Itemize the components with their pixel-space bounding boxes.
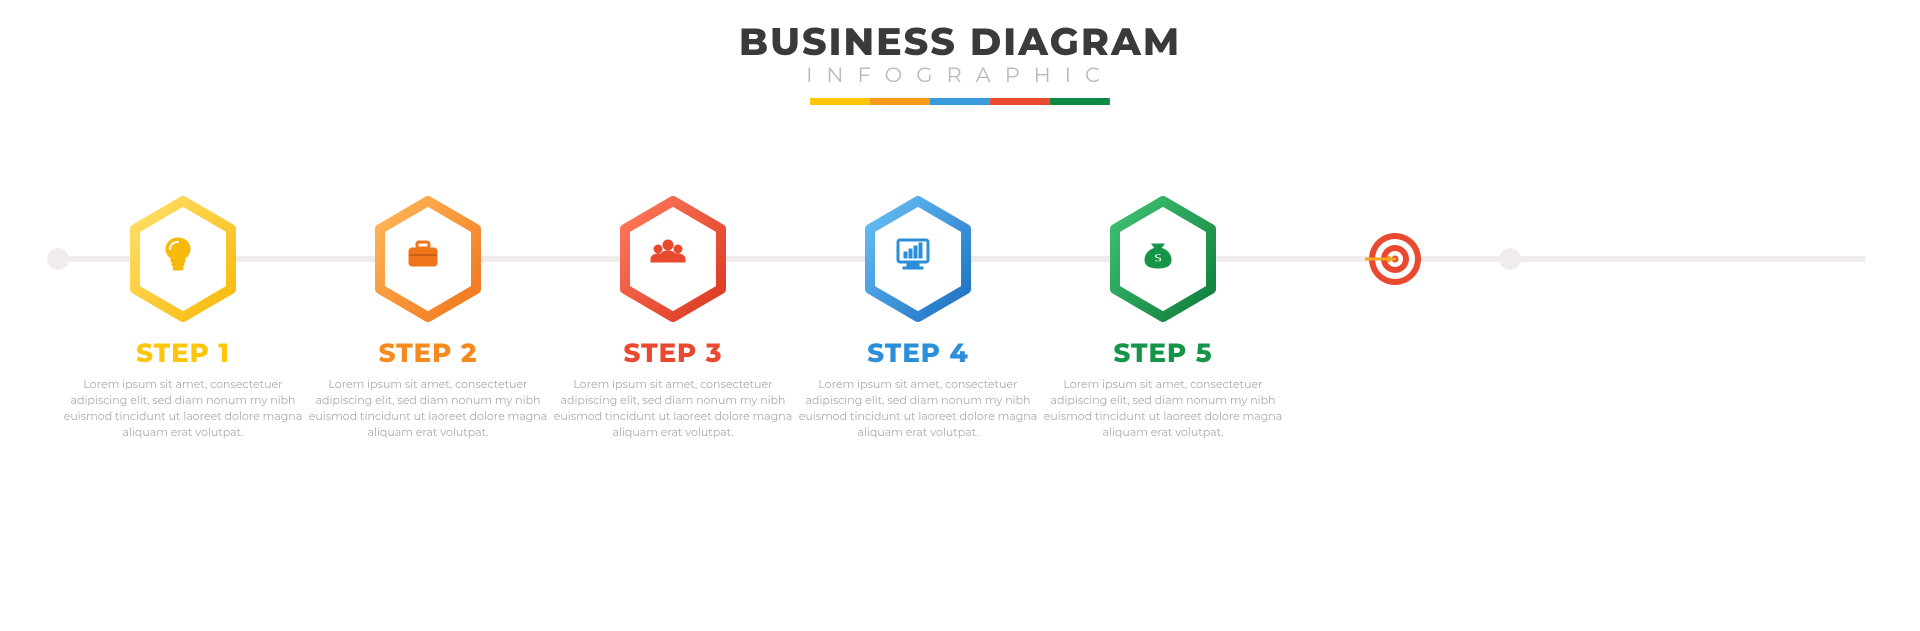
colorbar-seg-5 — [1050, 98, 1110, 105]
step-body: Lorem ipsum sit amet, consectetuer adipi… — [543, 377, 803, 441]
hexagon — [374, 199, 482, 319]
hexagon — [619, 199, 727, 319]
colorbar-seg-2 — [870, 98, 930, 105]
header: BUSINESS DIAGRAM INFOGRAPHIC — [739, 18, 1181, 105]
target-icon — [1365, 229, 1425, 289]
page-subtitle: INFOGRAPHIC — [739, 63, 1181, 88]
step-title: STEP 3 — [543, 337, 803, 369]
step-title: STEP 5 — [1033, 337, 1293, 369]
step-3: STEP 3 Lorem ipsum sit amet, consectetuer… — [543, 199, 803, 441]
step-title: STEP 4 — [788, 337, 1048, 369]
hexagon — [864, 199, 972, 319]
colorbar-seg-1 — [810, 98, 870, 105]
step-body: Lorem ipsum sit amet, consectetuer adipi… — [1033, 377, 1293, 441]
colorbar — [810, 98, 1110, 105]
step-2: STEP 2 Lorem ipsum sit amet, consectetuer… — [298, 199, 558, 441]
colorbar-seg-3 — [930, 98, 990, 105]
step-5: STEP 5 Lorem ipsum sit amet, consectetuer… — [1033, 199, 1293, 441]
step-4: STEP 4 Lorem ipsum sit amet, consectetuer… — [788, 199, 1048, 441]
briefcase-icon — [403, 234, 453, 284]
page-title: BUSINESS DIAGRAM — [739, 18, 1181, 65]
hexagon — [1109, 199, 1217, 319]
people-icon — [648, 234, 698, 284]
step-1: STEP 1 Lorem ipsum sit amet, consectetuer… — [53, 199, 313, 441]
colorbar-seg-4 — [990, 98, 1050, 105]
step-title: STEP 1 — [53, 337, 313, 369]
step-body: Lorem ipsum sit amet, consectetuer adipi… — [298, 377, 558, 441]
step-body: Lorem ipsum sit amet, consectetuer adipi… — [788, 377, 1048, 441]
timeline-cap-right — [1499, 248, 1521, 270]
moneybag-icon — [1138, 234, 1188, 284]
step-title: STEP 2 — [298, 337, 558, 369]
monitor-chart-icon — [893, 234, 943, 284]
hexagon — [129, 199, 237, 319]
step-body: Lorem ipsum sit amet, consectetuer adipi… — [53, 377, 313, 441]
lightbulb-icon — [158, 234, 208, 284]
